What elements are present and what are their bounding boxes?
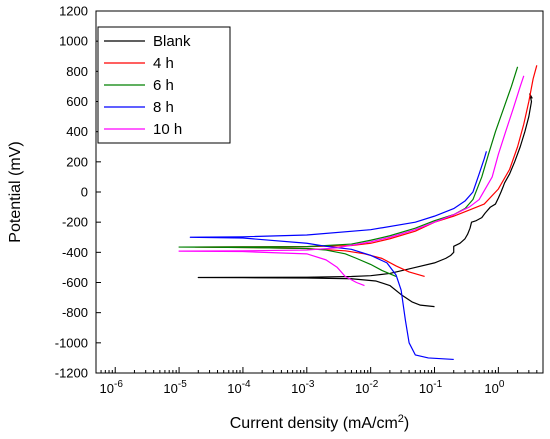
y-tick-label: -800 [62,305,88,320]
y-tick-label: -1000 [55,335,88,350]
y-tick-label: 1200 [59,4,88,19]
y-tick-label: 600 [66,94,88,109]
legend-label: Blank [153,33,191,50]
series-line-8-h [189,151,487,361]
x-axis-title-superscript: 2 [398,413,404,425]
series-line-4-h [194,65,538,278]
y-tick-label: 400 [66,124,88,139]
series-line-blank [197,93,533,308]
x-tick-label: 10-3 [291,379,315,396]
x-tick-label: 10-1 [419,379,443,396]
y-tick-label: -1200 [55,366,88,381]
x-axis-title-end: ) [404,415,409,432]
y-tick-label: -200 [62,215,88,230]
y-tick-label: 200 [66,154,88,169]
legend-label: 8 h [153,99,174,116]
x-axis-ticks: 10-6 10-5 10-4 10-3 10-2 10-1 100 [100,367,538,396]
y-tick-label: 0 [81,185,88,200]
y-tick-label: -400 [62,245,88,260]
series-lines [178,65,538,361]
series-line-6-h [178,66,519,278]
y-tick-label: -600 [62,275,88,290]
x-tick-label: 10-6 [100,379,124,396]
x-axis-title: Current density (mA/cm2) [230,413,410,432]
x-tick-label: 10-4 [227,379,251,396]
x-tick-label: 100 [484,379,504,396]
legend-label: 6 h [153,77,174,94]
y-tick-label: 800 [66,64,88,79]
series-line-10-h [178,75,525,287]
y-tick-label: 1000 [59,34,88,49]
legend-label: 4 h [153,55,174,72]
x-tick-label: 10-5 [163,379,187,396]
x-tick-label: 10-2 [355,379,379,396]
legend-label: 10 h [153,121,182,138]
legend: Blank 4 h 6 h 8 h 10 h [97,26,231,144]
y-axis-ticks: 1200 1000 800 600 400 200 0 -200 -400 -600 -800 -10… [55,4,101,381]
y-axis-title: Potential (mV) [7,141,24,242]
x-axis-title-main: Current density (mA/cm [230,415,398,432]
